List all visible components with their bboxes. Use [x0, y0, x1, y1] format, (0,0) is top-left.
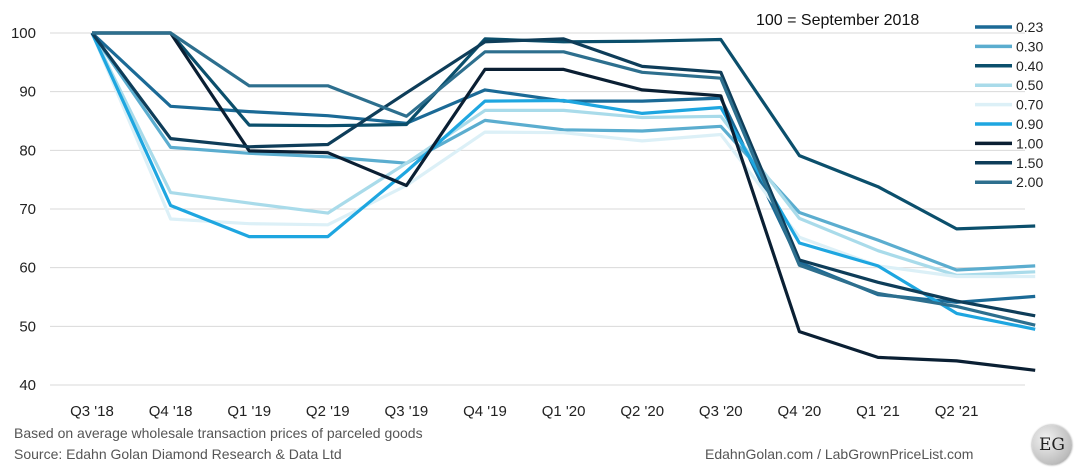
legend-label-1.50: 1.50	[1016, 155, 1043, 171]
series-line-1.00	[92, 31, 1036, 372]
x-tick-label: Q4 '19	[463, 403, 507, 420]
y-tick-label: 70	[19, 201, 36, 218]
x-tick-label: Q2 '21	[935, 403, 979, 420]
series-line-0.90	[90, 32, 1036, 331]
legend-label-0.40: 0.40	[1016, 58, 1043, 74]
legend-label-0.90: 0.90	[1016, 116, 1043, 132]
x-tick-label: Q2 '20	[620, 403, 664, 420]
legend-label-1.00: 1.00	[1016, 135, 1043, 151]
x-tick-label: Q4 '18	[149, 403, 193, 420]
y-tick-label: 40	[19, 377, 36, 394]
series-line-0.30	[90, 32, 1036, 272]
x-tick-label: Q4 '20	[778, 403, 822, 420]
y-tick-label: 50	[19, 318, 36, 335]
legend: 0.23 0.30 0.40 0.50 0.70 0.90 1.00 1.50 2.00	[975, 19, 1043, 190]
x-tick-label: Q3 '19	[385, 403, 429, 420]
source-note: Source: Edahn Golan Diamond Research & D…	[14, 446, 342, 462]
series-line-2.00	[92, 31, 1036, 327]
y-tick-label: 60	[19, 260, 36, 277]
gridlines	[50, 32, 1025, 386]
x-tick-label: Q3 '18	[70, 403, 114, 420]
legend-label-0.50: 0.50	[1016, 77, 1043, 93]
legend-label-0.23: 0.23	[1016, 19, 1043, 35]
legend-label-0.30: 0.30	[1016, 38, 1043, 54]
y-tick-label: 80	[19, 142, 36, 159]
legend-label-0.70: 0.70	[1016, 97, 1043, 113]
x-axis-ticks: Q3 '18 Q4 '18 Q1 '19 Q2 '19 Q3 '19 Q4 '19 Q1 '…	[70, 403, 978, 420]
y-tick-label: 90	[19, 84, 36, 101]
series-lines	[90, 31, 1036, 372]
basis-note: Based on average wholesale transaction p…	[14, 425, 423, 441]
eg-logo: EG	[1032, 425, 1072, 465]
x-tick-label: Q1 '20	[542, 403, 586, 420]
series-line-1.50	[90, 32, 1036, 318]
chart-subtitle: 100 = September 2018	[756, 12, 919, 29]
x-tick-label: Q2 '19	[306, 403, 350, 420]
x-tick-label: Q3 '20	[699, 403, 743, 420]
website-credit: EdahnGolan.com / LabGrownPriceList.com	[705, 446, 974, 462]
series-line-0.40	[92, 31, 1036, 231]
legend-label-2.00: 2.00	[1016, 174, 1043, 190]
y-tick-label: 100	[11, 25, 36, 42]
x-tick-label: Q1 '19	[227, 403, 271, 420]
x-tick-label: Q1 '21	[856, 403, 900, 420]
y-axis-ticks: 40 50 60 70 80 90 100	[11, 25, 36, 394]
series-line-0.50	[90, 32, 1036, 277]
